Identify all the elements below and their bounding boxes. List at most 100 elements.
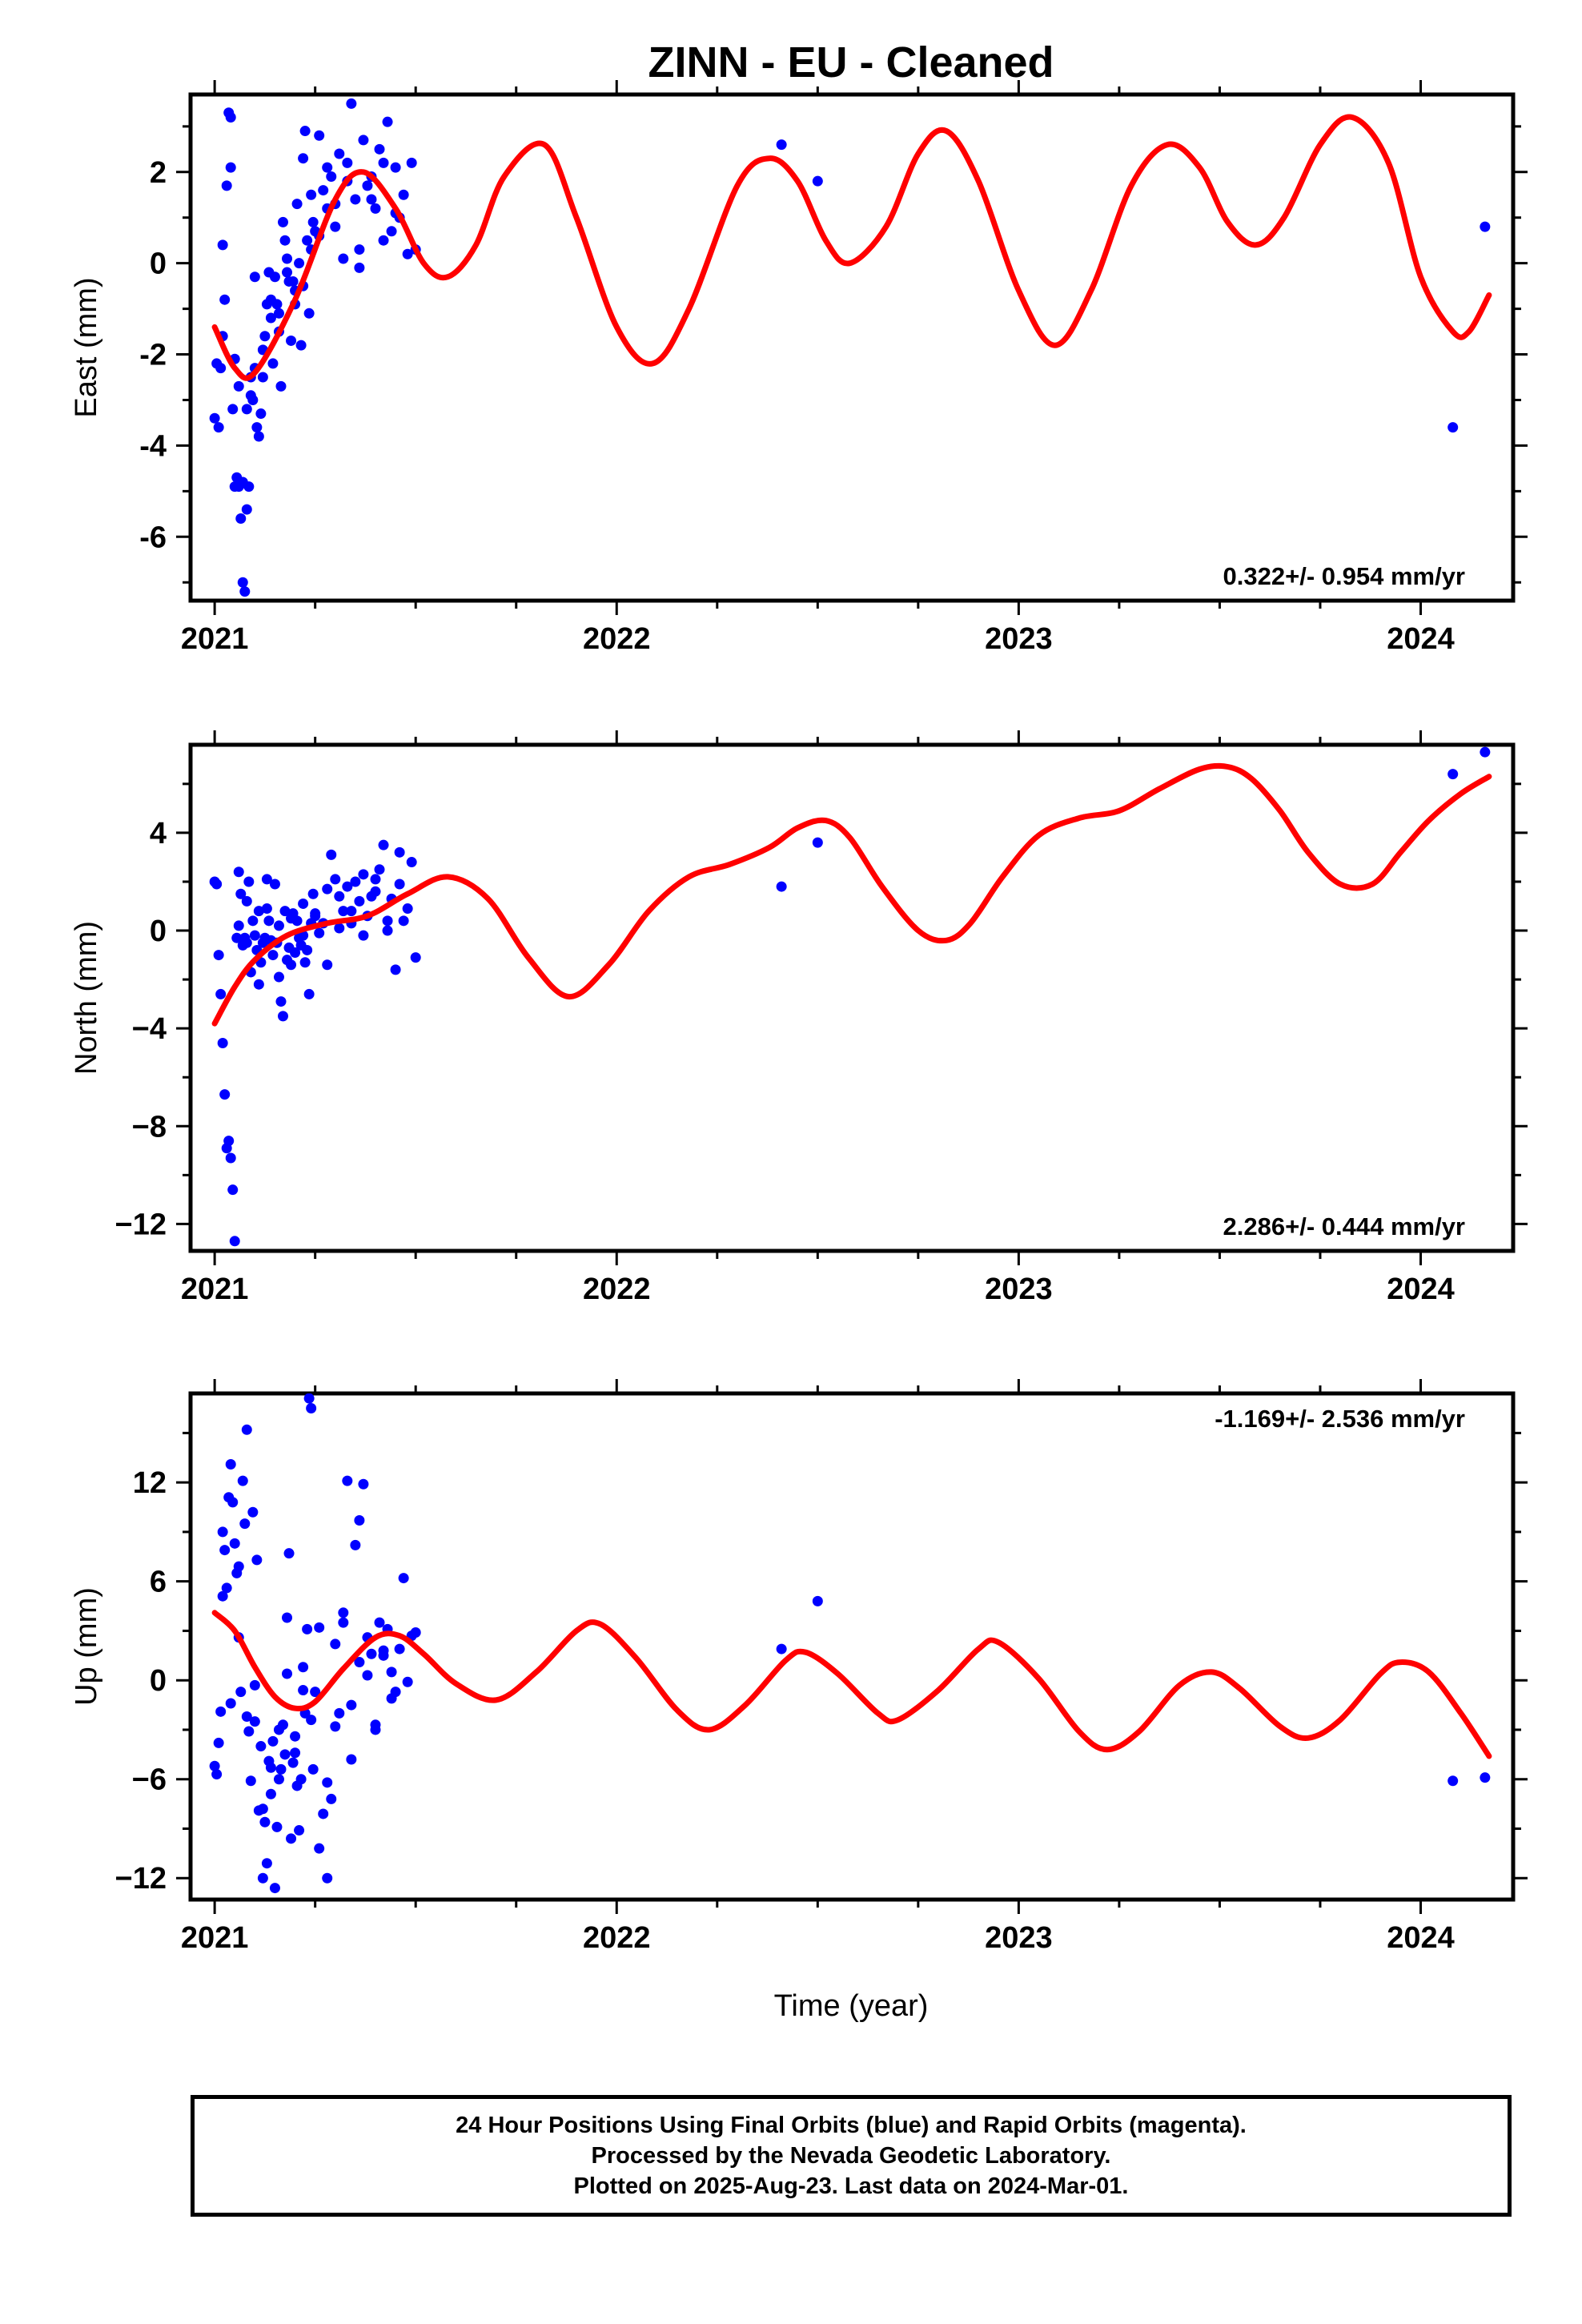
up-data-point	[265, 1762, 276, 1773]
up-data-point	[237, 1475, 248, 1486]
up-x-tick-label: 2021	[181, 1921, 249, 1955]
north-plot-frame	[188, 742, 1516, 1253]
north-data-point	[229, 1236, 240, 1247]
up-data-point	[282, 1668, 293, 1679]
up-data-point	[243, 1726, 255, 1737]
up-data-point	[275, 1763, 287, 1775]
north-y-tick-label: 4	[150, 817, 167, 850]
east-data-point	[233, 380, 244, 392]
east-y-tick-label: 0	[150, 247, 167, 281]
up-data-point	[241, 1424, 252, 1435]
up-data-point	[229, 1538, 240, 1549]
north-data-point	[338, 906, 349, 917]
up-data-point	[1447, 1775, 1459, 1787]
up-data-point	[342, 1475, 353, 1486]
north-data-point	[358, 869, 369, 880]
east-data-point	[241, 404, 252, 415]
up-data-point	[245, 1775, 256, 1787]
north-data-point	[1480, 746, 1491, 758]
up-data-point	[398, 1573, 409, 1584]
up-data-point	[290, 1731, 301, 1742]
east-data-point	[362, 180, 373, 191]
north-data-point	[286, 913, 297, 924]
up-data-point	[241, 1711, 252, 1722]
north-data-point	[299, 957, 311, 968]
up-data-point	[217, 1526, 228, 1538]
up-data-point	[390, 1687, 401, 1698]
panel-east: 2021 2022 2023 2024 -6 -4 -2 0 2 East (mm) 0.322+/…	[70, 80, 1528, 656]
up-data-point	[282, 1612, 293, 1623]
east-data-point	[269, 271, 280, 283]
east-data-point	[286, 335, 297, 346]
east-data-point	[390, 162, 401, 173]
north-data-point	[410, 952, 421, 963]
east-data-point	[282, 253, 293, 264]
north-y-tick-label: −12	[115, 1208, 167, 1241]
up-data-point	[776, 1643, 787, 1655]
north-data-point	[334, 891, 345, 902]
north-x-tick-label: 2021	[181, 1273, 249, 1306]
up-data-point	[410, 1627, 421, 1638]
up-data-point	[221, 1582, 232, 1594]
north-data-point	[213, 950, 224, 961]
north-data-point	[394, 879, 405, 890]
north-data-point	[310, 911, 321, 922]
caption-line-processed: Processed by the Nevada Geodetic Laborat…	[591, 2143, 1111, 2169]
up-data-point	[249, 1716, 260, 1727]
north-data-point	[286, 959, 297, 971]
east-data-point	[253, 431, 264, 442]
up-data-point	[233, 1561, 244, 1572]
up-data-point	[394, 1643, 405, 1655]
east-data-point	[374, 143, 385, 155]
east-data-point	[225, 111, 236, 123]
north-data-point	[273, 971, 284, 983]
up-data-point	[257, 1803, 268, 1815]
up-data-point	[374, 1617, 385, 1628]
up-data-point	[255, 1741, 267, 1752]
east-data-point	[378, 235, 389, 246]
up-data-point	[294, 1825, 305, 1836]
north-data-point	[390, 964, 401, 975]
east-data-point	[342, 157, 353, 168]
north-data-point	[211, 879, 223, 890]
east-data-point	[237, 577, 248, 588]
north-data-point	[398, 915, 409, 927]
east-data-point	[302, 235, 313, 246]
up-data-point	[298, 1685, 309, 1696]
up-data-point	[366, 1648, 377, 1659]
east-y-tick-label: -2	[139, 339, 167, 372]
east-data-point	[398, 189, 409, 200]
north-data-point	[812, 837, 823, 848]
east-data-point	[295, 340, 307, 351]
east-fit-curve	[211, 114, 1492, 381]
east-plot-area	[209, 98, 1492, 597]
up-data-point	[314, 1622, 325, 1633]
east-y-tick-label: -4	[139, 429, 167, 463]
east-data-point	[334, 148, 345, 159]
east-x-tick-label: 2023	[985, 622, 1053, 656]
up-data-point	[402, 1676, 413, 1687]
east-data-point	[291, 199, 303, 210]
up-data-point	[338, 1607, 349, 1618]
north-data-point	[346, 906, 357, 917]
up-data-point	[211, 1769, 223, 1780]
east-data-point	[354, 262, 365, 273]
caption-line-plotted: Plotted on 2025-Aug-23. Last data on 202…	[573, 2173, 1129, 2199]
east-data-point	[350, 194, 361, 205]
up-data-point	[273, 1774, 284, 1785]
up-data-point	[259, 1816, 271, 1827]
up-data-point	[209, 1760, 220, 1771]
up-data-point	[306, 1403, 317, 1414]
east-data-point	[241, 504, 252, 515]
chart-title: ZINN - EU - Cleaned	[648, 38, 1054, 86]
east-data-point	[306, 189, 317, 200]
north-data-point	[219, 1089, 231, 1100]
up-data-point	[358, 1478, 369, 1490]
panel-north: 2021 2022 2023 2024 −12 −8 −4 0 4 North (mm) 2.286…	[70, 730, 1528, 1306]
east-data-point	[299, 126, 311, 137]
north-data-point	[231, 932, 243, 943]
east-data-point	[366, 194, 377, 205]
up-y-axis-label: Up (mm)	[70, 1587, 103, 1706]
east-data-point	[221, 180, 232, 191]
